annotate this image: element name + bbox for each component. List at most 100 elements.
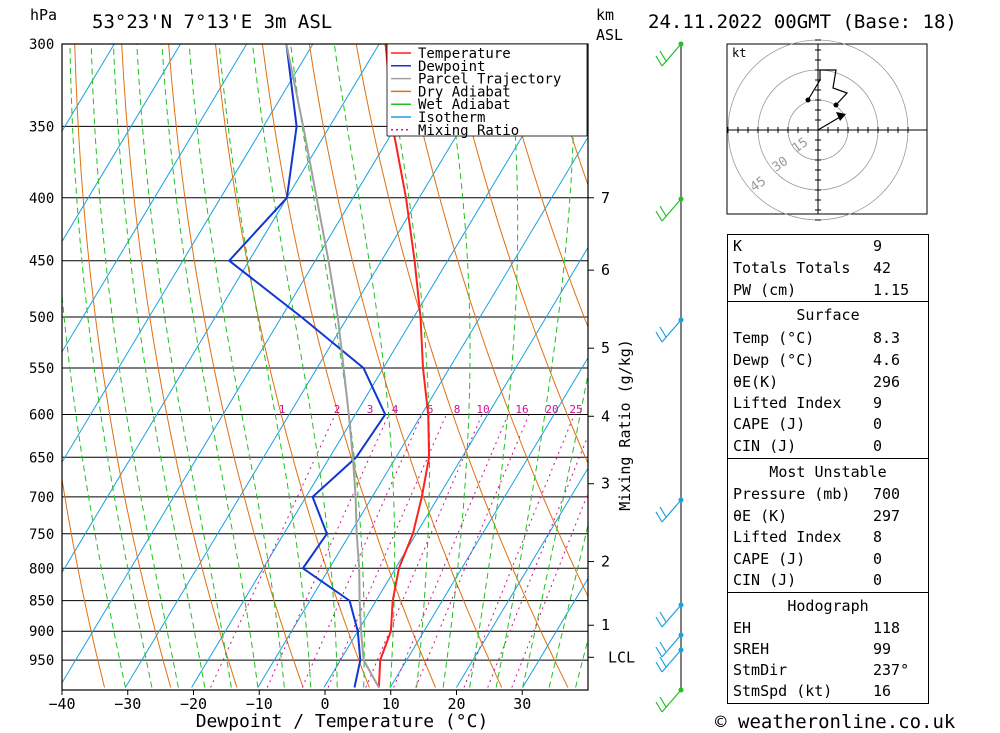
dry-adiabat [121,44,238,688]
wet-adiabat [442,44,471,688]
dry-adiabat [308,44,503,688]
pressure-tick-label: 850 [29,594,54,610]
mixing-ratio-line [393,414,509,688]
surface-row: θE(K) 296 [733,373,901,391]
isotherm-line [62,44,248,353]
wind-barb [655,319,682,343]
dry-adiabat [919,44,1000,688]
wet-adiabat [161,44,259,688]
wet-adiabat [112,44,206,688]
isotherm-line [191,44,579,688]
wet-adiabat [469,44,519,688]
pressure-tick-label: 950 [29,653,54,669]
height-tick-label: 3 [601,475,610,493]
legend-label: Parcel Trajectory [418,72,561,88]
mixing-ratio-axis-label: Mixing Ratio (g/kg) [616,339,634,511]
isotherm-line [124,44,512,688]
indices-table-surface: Surface Temp (°C) 8.3 Dewp (°C) 4.6 θE(K) 2… [727,301,929,459]
x-tick-label: −10 [246,695,273,713]
mixing-ratio-line [266,414,390,688]
mixing-ratio-label: 6 [427,403,434,416]
pressure-tick-label: 650 [29,450,54,466]
x-tick-label: 10 [382,695,400,713]
wind-barb [655,604,682,628]
hodograph-point [805,97,811,103]
asl-label: ASL [596,26,623,44]
height-tick-label: 6 [601,261,610,279]
wet-adiabat [252,44,338,688]
surface-row: Temp (°C) 8.3 [733,329,901,347]
hodograph-ring-label: 45 [748,174,769,195]
legend-label: Wet Adiabat [418,97,511,113]
isotherm-line [323,246,588,688]
pressure-tick-label: 700 [29,490,54,506]
profile-dewpoint [227,44,387,688]
mixing-ratio-line [415,414,530,688]
wet-adiabat [136,44,232,688]
isotherm-line [62,44,380,574]
dry-adiabat [215,44,370,688]
pressure-tick-label: 750 [29,527,54,543]
hodo-row: SREH 99 [733,640,892,658]
legend-label: Dewpoint [418,59,485,75]
height-tick-label: 2 [601,553,610,571]
dry-adiabat [402,44,588,598]
hodograph-ring-label: 30 [770,154,791,175]
x-tick-label: 20 [447,695,465,713]
legend-box [386,43,588,137]
indices-table-most-unstable: Most Unstable Pressure (mb) 700 θE (K) 297… [727,458,929,593]
mu-row: CIN (J) 0 [733,571,883,589]
mixing-ratio-label: 25 [569,403,582,416]
isotherm-line [455,467,588,688]
isotherm-line [389,356,588,688]
mixing-ratio-line [210,414,336,688]
mixing-ratio-label: 8 [454,403,461,416]
height-tick-label: 7 [601,189,610,207]
surface-title: Surface [796,306,860,324]
hodograph-indices-title: Hodograph [787,597,869,615]
hodo-row: StmSpd (kt) 16 [733,682,892,700]
pressure-tick-label: 400 [29,191,54,207]
wind-barb [655,649,682,673]
indices-table-hodograph: Hodograph EH 118 SREH 99 StmDir 237° StmSpd… [727,592,929,704]
wet-adiabat [69,44,153,688]
dry-adiabat [168,44,304,688]
isotherm-line [62,44,115,133]
hodograph-ring-label: 15 [790,135,811,156]
dry-adiabat [966,44,1000,688]
mu-row: Pressure (mb) 700 [733,485,901,503]
mixing-ratio-label: 16 [515,403,528,416]
wet-adiabat [188,44,285,688]
dry-adiabat [261,44,436,688]
wind-barb [655,634,682,658]
index-row-totals: Totals Totals 42 [733,259,892,277]
pressure-tick-label: 800 [29,561,54,577]
mixing-ratio-label: 3 [367,403,374,416]
isotherm-line [522,577,588,688]
x-tick-label: −30 [114,695,141,713]
legend-label: Mixing Ratio [418,123,519,139]
site-name: weatheronline.co.uk [738,711,956,733]
dry-adiabat [74,44,172,688]
wet-adiabat [495,44,576,688]
dry-adiabat [449,44,588,465]
x-tick-label: 30 [513,695,531,713]
profile-parcel-trajectory [285,44,380,688]
wet-adiabat [90,44,179,688]
wet-adiabat [290,44,365,688]
pressure-tick-label: 600 [29,407,54,423]
diagram-grid [62,44,1000,688]
isotherm-line [62,44,446,684]
dry-adiabat [496,44,588,329]
isotherm-line [62,44,181,243]
mixing-ratio-label: 4 [392,403,399,416]
hodo-row: StmDir 237° [733,661,910,679]
pressure-tick-label: 550 [29,361,54,377]
surface-row: CIN (J) 0 [733,437,883,455]
mu-row: θE (K) 297 [733,507,901,525]
x-axis-label: Dewpoint / Temperature (°C) [196,711,489,732]
